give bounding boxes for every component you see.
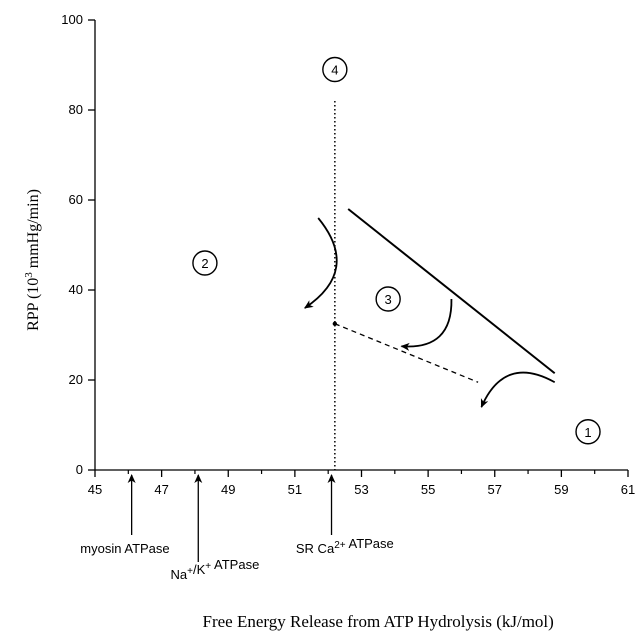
marker-label-0: myosin ATPase	[80, 541, 169, 556]
solid-line	[347, 208, 556, 375]
x-axis-label: Free Energy Release from ATP Hydrolysis …	[203, 612, 554, 631]
step-label-3: 3	[385, 292, 392, 307]
y-axis-label: RPP (103 mmHg/min)	[23, 189, 42, 331]
step-label-2: 2	[201, 256, 208, 271]
step-circle-3	[375, 286, 401, 312]
y-tick-label: 60	[69, 192, 83, 207]
x-tick-label: 57	[488, 482, 502, 497]
y-tick-label: 0	[76, 462, 83, 477]
marker-label-1: Na+/K+ ATPase	[171, 557, 260, 582]
data-point	[332, 321, 338, 326]
y-tick-label: 20	[69, 372, 83, 387]
y-tick-label: 100	[61, 12, 83, 27]
dashed-line	[334, 323, 479, 383]
y-tick-label: 40	[69, 282, 83, 297]
x-tick-label: 51	[288, 482, 302, 497]
step-circle-1	[575, 419, 601, 445]
marker-label-2: SR Ca2+ ATPase	[296, 536, 394, 556]
reference-circle	[322, 56, 348, 83]
y-tick-label: 80	[69, 102, 83, 117]
curved-arrow-3	[400, 298, 453, 351]
x-tick-label: 55	[421, 482, 435, 497]
x-tick-label: 45	[88, 482, 102, 497]
step-label-1: 1	[584, 425, 591, 440]
x-tick-label: 49	[221, 482, 235, 497]
x-tick-label: 61	[621, 482, 635, 497]
x-tick-label: 53	[354, 482, 368, 497]
x-tick-label: 59	[554, 482, 568, 497]
curved-arrow-1	[480, 371, 556, 408]
x-tick-label: 47	[154, 482, 168, 497]
step-circle-2	[192, 250, 218, 276]
curved-arrow-2	[304, 217, 338, 309]
reference-label: 4	[331, 63, 338, 78]
